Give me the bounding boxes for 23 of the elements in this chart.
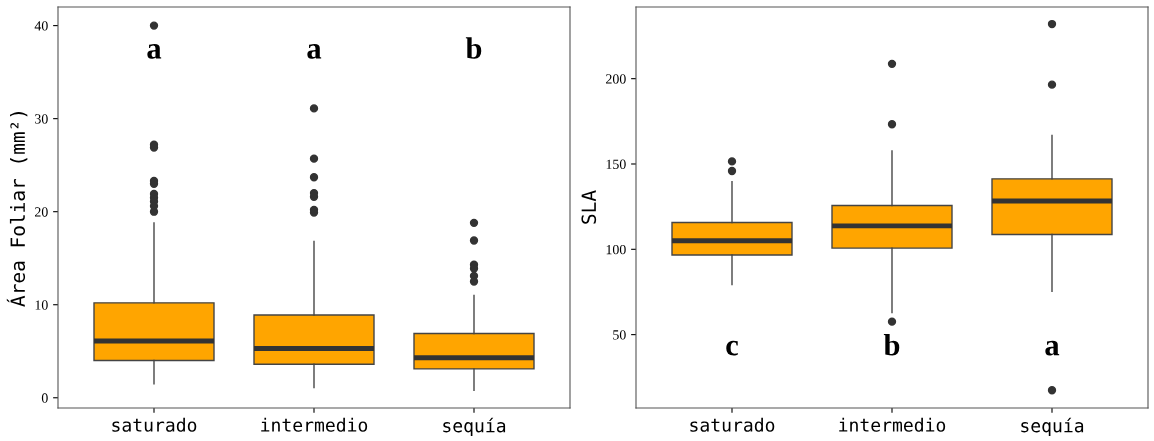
annotation: a [147,44,162,59]
y-tick-label: 40 [34,21,48,31]
y-tick-label: 200 [606,74,626,84]
x-tick-label: sequía [443,417,506,436]
y-tick-label: 10 [35,300,48,310]
annotation: a [307,44,322,59]
x-tick-label: intermedio [839,417,946,432]
x-tick-label: saturado [690,417,775,432]
y-tick-label: 30 [35,114,48,124]
annotation: b [465,37,482,59]
y-tick-label: 150 [606,159,626,169]
y-tick-label: 0 [41,393,48,403]
y-tick-label: 20 [35,207,48,217]
y-axis-title: Área Foliar (mm²) [6,112,28,307]
annotation: a [1045,340,1060,356]
y-axis-title: SLA [581,190,597,224]
annotation: c [726,340,739,356]
y-tick-label: 100 [606,244,626,255]
x-tick-label: saturado [112,417,197,432]
y-tick-label: 50 [613,330,626,340]
x-tick-label: intermedio [261,417,368,432]
x-tick-label: sequía [1021,417,1084,436]
annotation: b [883,333,900,356]
